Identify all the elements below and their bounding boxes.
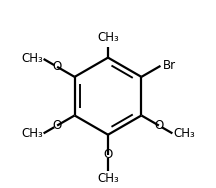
- Text: CH₃: CH₃: [21, 52, 43, 65]
- Text: O: O: [154, 119, 164, 132]
- Text: Br: Br: [163, 59, 176, 72]
- Text: O: O: [52, 60, 62, 73]
- Text: O: O: [52, 119, 62, 132]
- Text: CH₃: CH₃: [97, 31, 119, 44]
- Text: CH₃: CH₃: [173, 127, 195, 140]
- Text: CH₃: CH₃: [97, 172, 119, 185]
- Text: CH₃: CH₃: [21, 127, 43, 140]
- Text: O: O: [103, 148, 113, 161]
